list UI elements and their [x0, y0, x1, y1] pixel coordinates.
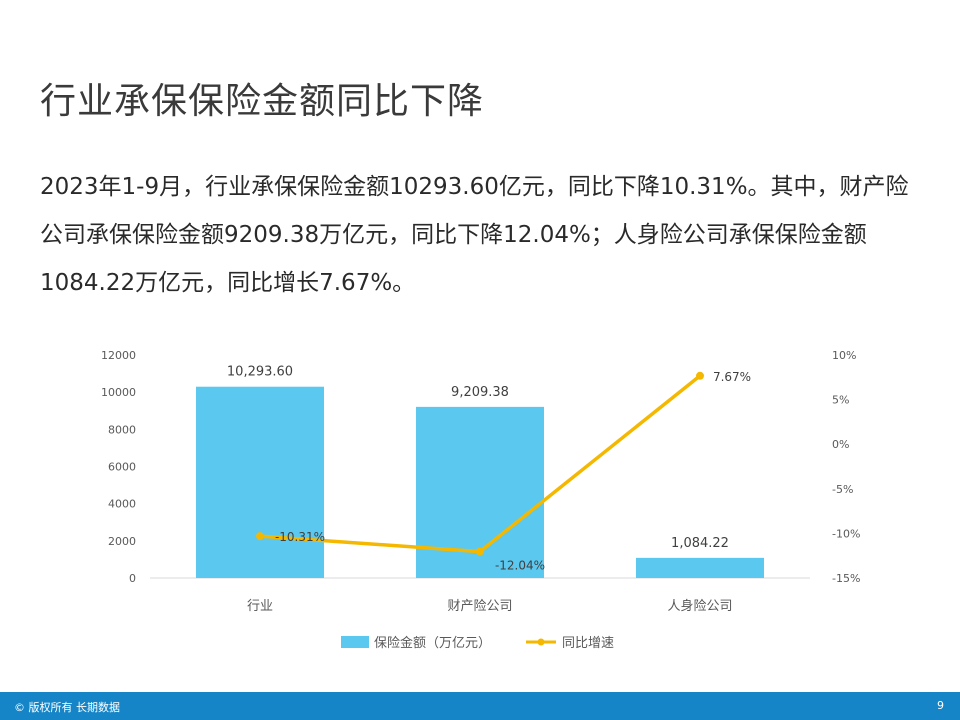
bar: [636, 557, 764, 578]
bar-data-label: 1,084.22: [671, 536, 729, 551]
bar-data-label: 9,209.38: [451, 385, 509, 400]
growth-data-label: -12.04%: [495, 559, 545, 573]
y-right-tick-label: -15%: [832, 572, 860, 585]
category-label: 行业: [247, 599, 273, 614]
y-right-tick-label: -5%: [832, 483, 853, 496]
combo-chart: 0 2000 4000 6000 8000 10000 12000 -15% -10% -5% 0%…: [0, 330, 960, 670]
y-left-tick-label: 6000: [108, 461, 136, 474]
footer-copyright: © 版权所有 长期数据: [14, 701, 120, 714]
category-label: 财产险公司: [447, 599, 512, 614]
y-right-tick-label: 0%: [832, 438, 849, 451]
legend-line-marker: [537, 638, 545, 646]
y-left-tick-label: 8000: [108, 423, 136, 436]
y-left-tick-label: 4000: [108, 498, 136, 511]
bar-data-label: 10,293.60: [227, 365, 293, 380]
y-left-tick-label: 2000: [108, 535, 136, 548]
y-left-tick-label: 0: [129, 572, 136, 585]
page-number: 9: [937, 699, 944, 712]
y-right-tick-label: -10%: [832, 527, 860, 540]
footer-bar: © 版权所有 长期数据 9: [0, 692, 960, 720]
chart-svg: 0 2000 4000 6000 8000 10000 12000 -15% -10% -5% 0%…: [101, 349, 860, 651]
growth-data-label: 7.67%: [713, 370, 751, 384]
y-left-tick-label: 12000: [101, 349, 136, 362]
growth-point: [696, 371, 704, 380]
page-title: 行业承保保险金额同比下降: [40, 81, 485, 122]
legend-bar-label: 保险金额（万亿元）: [374, 635, 491, 651]
y-right-tick-label: 10%: [832, 349, 856, 362]
y-right-tick-label: 5%: [832, 394, 849, 407]
growth-point: [256, 532, 264, 541]
growth-data-label: -10.31%: [275, 530, 325, 544]
legend-bar-swatch: [341, 636, 369, 648]
legend-line-label: 同比增速: [562, 636, 614, 651]
category-label: 人身险公司: [667, 598, 732, 614]
growth-point: [476, 547, 484, 556]
y-left-tick-label: 10000: [101, 386, 136, 399]
summary-paragraph: 2023年1-9月，行业承保保险金额10293.60亿元，同比下降10.31%。…: [40, 174, 909, 296]
bar: [196, 386, 324, 578]
